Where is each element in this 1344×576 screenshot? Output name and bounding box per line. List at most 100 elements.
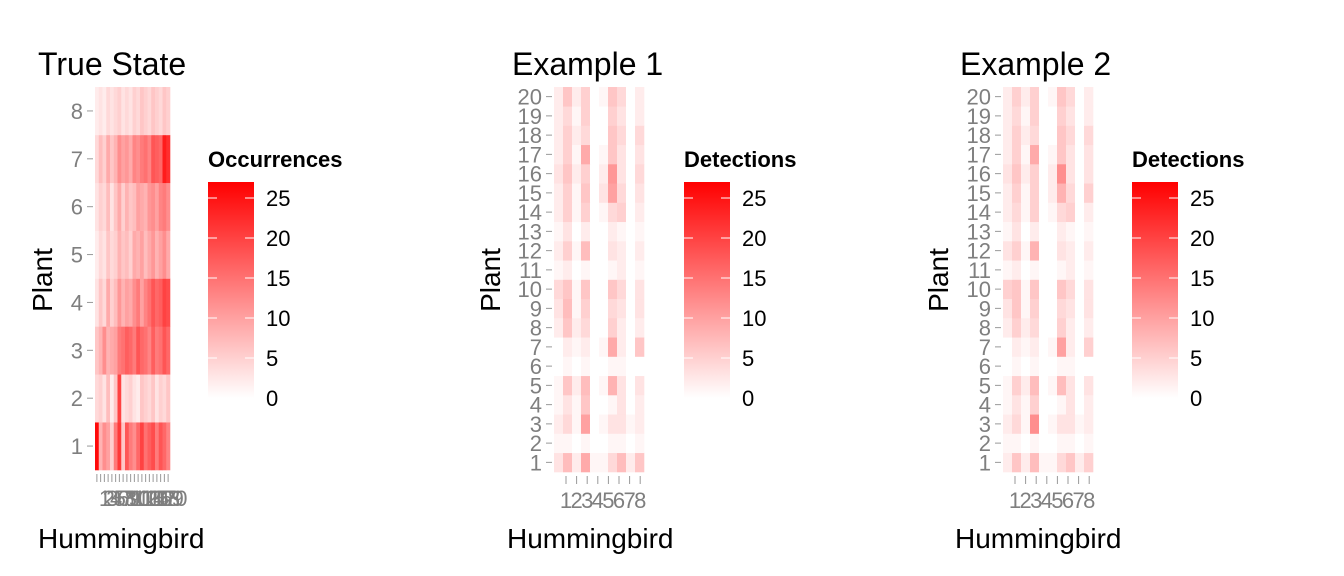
heatmap-cell bbox=[1003, 318, 1013, 338]
y-tick-label: 5 bbox=[530, 373, 542, 398]
heatmap-cell bbox=[1075, 375, 1085, 396]
heatmap-cell bbox=[1075, 144, 1085, 165]
heatmap-cell bbox=[102, 326, 107, 375]
y-tick-label: 11 bbox=[968, 258, 991, 283]
heatmap-cell bbox=[1048, 125, 1058, 146]
heatmap-cell bbox=[158, 134, 163, 184]
heatmap-cell bbox=[554, 241, 564, 261]
heatmap-cell bbox=[635, 318, 645, 338]
x-tick-label: 6 bbox=[1062, 488, 1074, 513]
heatmap-cell bbox=[113, 230, 118, 279]
heatmap-cell bbox=[608, 356, 618, 377]
heatmap-cell bbox=[1057, 395, 1067, 415]
heatmap-cell bbox=[147, 87, 152, 136]
heatmap-cell bbox=[106, 87, 111, 136]
heatmap-cell bbox=[128, 374, 133, 423]
x-tick-label: 20 bbox=[163, 486, 187, 511]
legend-label: 20 bbox=[742, 226, 766, 251]
heatmap-cell bbox=[572, 279, 582, 300]
heatmap-cell bbox=[1075, 414, 1085, 434]
heatmap-cell bbox=[608, 164, 618, 184]
heatmap-cell bbox=[1030, 395, 1040, 415]
heatmap-cell bbox=[617, 452, 627, 473]
heatmap-cell bbox=[608, 279, 618, 300]
heatmap-cell bbox=[1084, 260, 1094, 280]
heatmap-cell bbox=[626, 337, 636, 357]
heatmap-cell bbox=[1030, 414, 1040, 434]
heatmap-cell bbox=[147, 326, 152, 375]
heatmap-cell bbox=[102, 182, 107, 231]
heatmap-cell bbox=[1066, 202, 1076, 223]
heatmap-cell bbox=[1030, 279, 1040, 300]
heatmap-cell bbox=[110, 326, 115, 375]
heatmap-cell bbox=[626, 452, 636, 473]
heatmap-cell bbox=[599, 318, 609, 338]
heatmap-cell bbox=[136, 182, 141, 231]
y-axis-title: Plant bbox=[27, 248, 58, 312]
heatmap-cell bbox=[1066, 164, 1076, 184]
heatmap-cell bbox=[102, 374, 107, 423]
x-tick-label: 13 bbox=[137, 486, 161, 511]
heatmap-cell bbox=[626, 298, 636, 319]
heatmap-cell bbox=[590, 202, 600, 223]
heatmap-cell bbox=[608, 106, 618, 126]
heatmap-cell bbox=[554, 87, 564, 107]
heatmap-cell bbox=[166, 278, 171, 327]
heatmap-cell bbox=[132, 87, 137, 136]
heatmap-cell bbox=[128, 422, 133, 471]
heatmap-cell bbox=[554, 375, 564, 396]
heatmap-cell bbox=[563, 164, 573, 184]
heatmap-cell bbox=[113, 326, 118, 375]
heatmap-cell bbox=[1039, 356, 1049, 377]
heatmap-cell bbox=[1048, 144, 1058, 165]
heatmap-cell bbox=[140, 278, 145, 327]
heatmap-cell bbox=[155, 87, 160, 136]
heatmap-cell bbox=[1021, 318, 1031, 338]
legend-label: 10 bbox=[742, 306, 766, 331]
heatmap-cell bbox=[1030, 260, 1040, 280]
heatmap-cell bbox=[572, 452, 582, 473]
heatmap-cells bbox=[95, 87, 171, 471]
y-tick-label: 9 bbox=[979, 296, 991, 321]
heatmap-cell bbox=[147, 230, 152, 279]
heatmap-cell bbox=[1084, 87, 1094, 107]
heatmap-cell bbox=[1039, 452, 1049, 473]
heatmap-cell bbox=[1057, 279, 1067, 300]
heatmap-cell bbox=[554, 260, 564, 280]
heatmap-cell bbox=[140, 87, 145, 136]
heatmap-cell bbox=[162, 422, 167, 471]
heatmap-cell bbox=[1012, 202, 1022, 223]
y-tick-label: 17 bbox=[518, 142, 542, 167]
heatmap-cell bbox=[125, 230, 130, 279]
heatmap-cell bbox=[581, 164, 591, 184]
heatmap-cell bbox=[581, 414, 591, 434]
heatmap-cell bbox=[166, 374, 171, 423]
heatmap-cell bbox=[617, 183, 627, 203]
heatmap-cell bbox=[136, 87, 141, 136]
heatmap-cell bbox=[147, 134, 152, 184]
heatmap-cell bbox=[155, 182, 160, 231]
heatmap-cell bbox=[581, 144, 591, 165]
heatmap-cell bbox=[1003, 395, 1013, 415]
heatmap-cell bbox=[121, 422, 126, 471]
y-tick-label: 6 bbox=[530, 354, 542, 379]
heatmap-cell bbox=[128, 230, 133, 279]
heatmap-cell bbox=[113, 87, 118, 136]
heatmap-cell bbox=[1021, 106, 1031, 126]
heatmap-cell bbox=[151, 230, 156, 279]
x-tick-label: 15 bbox=[145, 486, 169, 511]
heatmap-cell bbox=[608, 87, 618, 107]
heatmap-cell bbox=[581, 279, 591, 300]
heatmap-cell bbox=[608, 433, 618, 454]
heatmap-cell bbox=[608, 125, 618, 146]
heatmap-cell bbox=[1012, 164, 1022, 184]
y-tick-label: 11 bbox=[519, 258, 542, 283]
heatmap-cell bbox=[1048, 260, 1058, 280]
heatmap-cell bbox=[590, 164, 600, 184]
heatmap-panel-3: Example 21234567891011121314151617181920… bbox=[923, 46, 1244, 554]
heatmap-cell bbox=[151, 134, 156, 184]
heatmap-cell bbox=[1012, 241, 1022, 261]
y-tick-label: 19 bbox=[967, 104, 991, 129]
heatmap-cell bbox=[617, 164, 627, 184]
heatmap-cell bbox=[1030, 337, 1040, 357]
